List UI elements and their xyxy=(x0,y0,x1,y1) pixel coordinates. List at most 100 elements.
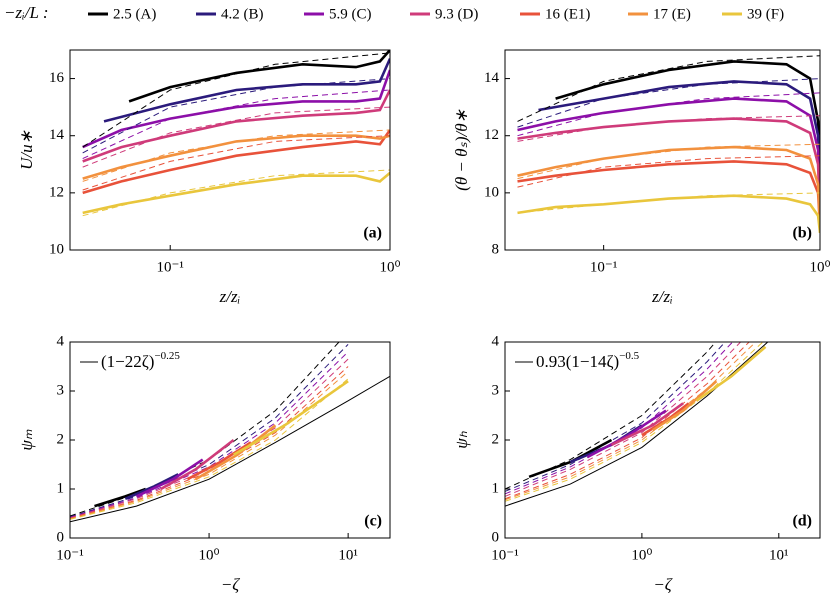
series-line xyxy=(135,458,204,498)
series-line xyxy=(505,342,769,507)
series-line xyxy=(70,344,349,518)
y-tick-label: 2 xyxy=(492,431,500,447)
series-line xyxy=(82,89,390,163)
plot-area xyxy=(70,342,390,523)
ref-legend-label: 0.93(1−14ζ)−0.5 xyxy=(536,350,640,371)
series-line xyxy=(505,342,734,495)
series-line xyxy=(82,135,390,191)
ref-exponent: −0.5 xyxy=(619,350,639,362)
legend-label: 4.2 (B) xyxy=(221,6,264,22)
y-tick-label: 1 xyxy=(57,480,65,496)
panel-label: (b) xyxy=(792,225,812,242)
series-line xyxy=(70,366,349,519)
y-tick-label: 3 xyxy=(492,382,500,398)
series-line xyxy=(517,155,820,188)
legend-title: −zᵢ/L : xyxy=(4,3,49,22)
legend-label: 39 (F) xyxy=(747,6,784,22)
y-tick-label: 1 xyxy=(492,480,500,496)
legend-label: 9.3 (D) xyxy=(435,6,478,22)
series-line xyxy=(82,52,390,148)
ref-label: 0.93(1−14ζ) xyxy=(536,352,619,371)
series-line xyxy=(82,134,390,180)
series-line xyxy=(82,129,390,195)
y-axis-label: (θ − θₛ)/θ∗ xyxy=(452,109,471,191)
y-tick-label: 8 xyxy=(492,241,500,257)
series-line xyxy=(695,345,767,402)
x-tick-label: 10⁻¹ xyxy=(491,547,518,563)
series-line xyxy=(610,402,684,447)
y-axis-label: ψₕ xyxy=(452,431,471,449)
series-line xyxy=(505,342,764,502)
series-line xyxy=(82,169,390,217)
x-tick-label: 10⁰ xyxy=(631,547,652,563)
y-tick-label: 12 xyxy=(49,184,64,200)
plot-area xyxy=(82,50,390,217)
series-line xyxy=(82,89,390,160)
x-tick-label: 10¹ xyxy=(769,547,789,563)
series-line xyxy=(194,424,277,481)
series-line xyxy=(82,78,390,154)
series-line xyxy=(103,58,390,123)
series-line xyxy=(505,342,757,501)
series-line xyxy=(70,371,349,520)
series-line xyxy=(517,194,820,234)
series-line xyxy=(82,171,390,215)
x-tick-label: 10⁻¹ xyxy=(590,259,617,275)
series-line xyxy=(517,92,820,137)
y-axis-label: U/u∗ xyxy=(17,130,36,170)
series-line xyxy=(517,115,820,142)
series-line xyxy=(517,143,820,180)
y-tick-label: 4 xyxy=(57,333,65,349)
y-tick-label: 3 xyxy=(57,382,65,398)
series-line xyxy=(124,473,179,500)
series-line xyxy=(517,192,820,214)
series-line xyxy=(517,78,820,128)
series-line xyxy=(517,97,820,222)
series-line xyxy=(555,60,820,208)
ref-exponent: −0.25 xyxy=(154,350,180,362)
y-tick-label: 10 xyxy=(484,184,499,200)
y-axis-label: ψₘ xyxy=(17,429,36,451)
y-tick-label: 4 xyxy=(492,333,500,349)
x-tick-label: 10⁻¹ xyxy=(56,547,83,563)
series-line xyxy=(232,380,349,456)
plot-area xyxy=(517,55,820,234)
series-line xyxy=(505,342,726,492)
series-line xyxy=(505,342,750,500)
axes-box xyxy=(504,49,821,251)
series-line xyxy=(70,358,349,519)
series-line xyxy=(128,50,390,103)
legend-label: 16 (E1) xyxy=(545,6,590,22)
series-line xyxy=(505,342,717,490)
legend-label: 2.5 (A) xyxy=(113,6,156,22)
y-tick-label: 12 xyxy=(484,127,499,143)
x-tick-label: 10⁰ xyxy=(809,259,830,275)
x-tick-label: 10⁰ xyxy=(379,259,400,275)
series-line xyxy=(82,129,390,182)
series-line xyxy=(528,438,613,479)
y-tick-label: 0 xyxy=(57,529,65,545)
axes-box xyxy=(504,341,821,539)
series-line xyxy=(70,351,349,518)
series-line xyxy=(517,55,820,122)
series-line xyxy=(70,378,349,520)
series-line xyxy=(186,441,252,481)
y-tick-label: 14 xyxy=(484,70,500,86)
axes-box xyxy=(69,49,391,251)
plot-area xyxy=(505,342,769,507)
x-tick-label: 10⁰ xyxy=(199,547,220,563)
panel-label: (c) xyxy=(364,513,382,530)
legend-label: 17 (E) xyxy=(653,6,691,22)
y-tick-label: 10 xyxy=(49,241,64,257)
series-line xyxy=(70,375,390,523)
legend-label: 5.9 (C) xyxy=(329,6,372,22)
y-tick-label: 2 xyxy=(57,431,65,447)
ref-legend-label: (1−22ζ)−0.25 xyxy=(101,350,180,371)
panel-label: (a) xyxy=(363,225,382,242)
series-line xyxy=(94,487,147,508)
series-line xyxy=(517,145,820,225)
y-tick-label: 0 xyxy=(492,529,500,545)
x-tick-label: 10¹ xyxy=(338,547,358,563)
series-line xyxy=(586,409,667,459)
x-axis-label: −ζ xyxy=(653,575,672,594)
